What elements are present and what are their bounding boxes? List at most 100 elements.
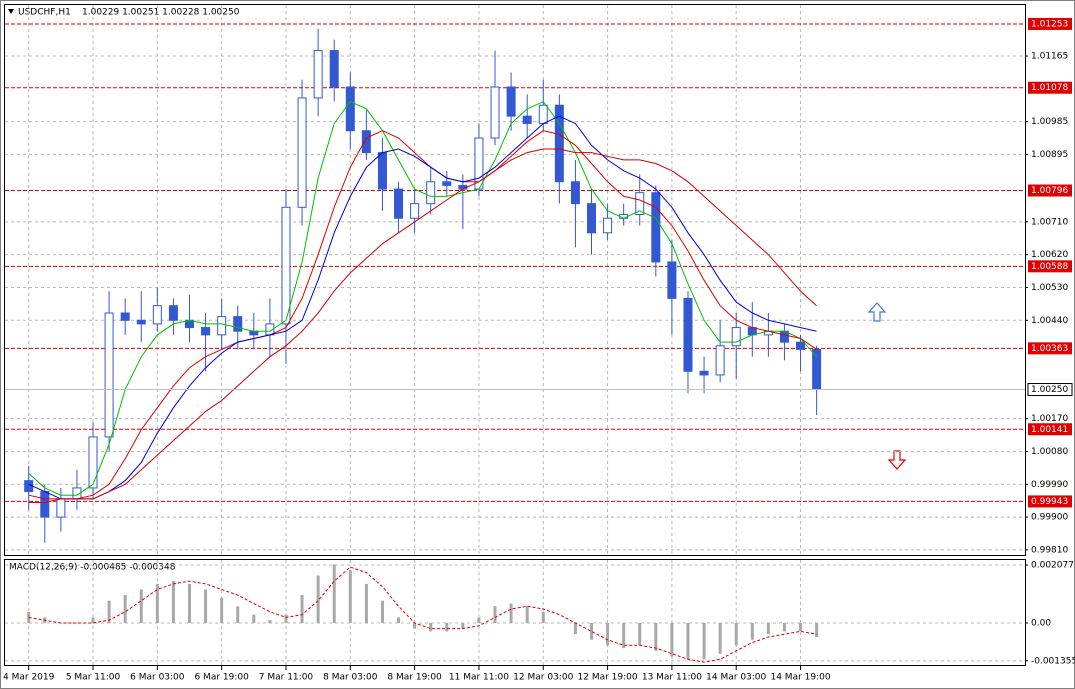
y-tick-label: 0.002077 [1031,560,1074,570]
candle-body [297,97,307,208]
macd-bar [734,623,738,646]
y-tick-label: 1.00895 [1031,150,1068,160]
y-tick-label: 0.00 [1031,619,1051,629]
macd-bar [509,603,513,623]
candle-body [249,330,259,336]
last-price-bg [1027,383,1073,397]
macd-bar [799,623,803,632]
macd-bar [397,617,401,623]
candle-body [538,104,548,124]
y-tick-label: 1.00080 [1031,447,1068,457]
macd-bar [171,581,175,623]
macd-bar [107,600,111,623]
candle-body [635,192,645,216]
macd-bar [638,623,642,646]
candle-body [168,305,178,321]
candle-body [104,312,114,438]
macd-bar [622,623,626,649]
x-tick-label: 4 Mar 2019 [3,673,55,683]
macd-bar [220,597,224,623]
macd-bar [590,623,593,640]
level-label: 1.00588 [1031,262,1068,272]
candle-body [313,50,323,99]
ohlc-readout: 1.00229 1.00251 1.00228 1.00250 [82,8,240,18]
macd-bar [525,606,529,623]
x-tick-label: 13 Mar 11:00 [642,673,702,683]
x-tick-label: 6 Mar 03:00 [130,673,185,683]
macd-bar [782,623,786,632]
macd-bar [155,583,159,623]
macd-bar [252,614,256,623]
y-tick-label: 1.01165 [1031,52,1068,62]
moving-average [28,148,817,500]
macd-bar [670,623,674,657]
candle-body [731,327,741,347]
candle-body [152,305,162,325]
macd-bar [139,589,143,623]
macd-bar [316,575,320,623]
macd-bar [557,623,561,624]
macd-bar [766,623,770,635]
macd-bar [461,623,465,629]
y-tick-label: 1.00530 [1031,283,1068,293]
candle-body [88,436,98,489]
level-label: 1.00796 [1031,186,1068,196]
candle-body [812,348,822,391]
x-tick-label: 7 Mar 11:00 [259,673,314,683]
x-tick-label: 14 Mar 03:00 [706,673,766,683]
macd-bar [573,623,577,635]
macd-bar [815,623,819,637]
candle-body [796,341,806,350]
level-label-bg [1028,495,1072,508]
level-label: 1.01253 [1031,19,1068,29]
candle-body [683,297,693,372]
level-label: 0.99943 [1031,497,1068,507]
macd-bar [654,623,658,651]
x-tick-label: 6 Mar 19:00 [194,673,249,683]
x-tick-label: 12 Mar 19:00 [578,673,638,683]
y-tick-label: -0.001355 [1031,656,1075,666]
candle-body [345,86,355,132]
macd-bar [364,583,368,623]
y-tick-label: 1.00710 [1031,217,1068,227]
macd-bar [380,600,384,623]
x-tick-label: 5 Mar 11:00 [66,673,121,683]
y-tick-label: 1.00620 [1031,250,1068,260]
level-label: 1.01078 [1031,83,1068,93]
macd-bar [348,569,352,623]
candle-body [587,203,596,234]
macd-bar [284,614,288,623]
main-panel [4,4,1026,556]
moving-average [28,100,817,496]
macd-bar [750,623,754,640]
candle-body [136,319,146,325]
candle-body [651,192,661,263]
candle-body [394,188,404,219]
y-tick-label: 1.00440 [1031,316,1068,326]
candle-body [377,152,387,190]
candle-body [329,50,339,88]
moving-average [28,115,817,500]
y-tick-label: 0.99900 [1031,513,1068,523]
signal-line [28,566,817,663]
macd-bar [91,617,95,623]
macd-bar [477,617,481,623]
macd-bar [702,623,706,660]
macd-bar [300,595,304,623]
candle-body [233,316,243,332]
sell-arrow [887,450,907,470]
candle-body [490,86,500,139]
candle-body [506,86,516,117]
level-label: 1.00363 [1031,344,1068,354]
candle-body [522,115,532,124]
macd-bar [541,611,545,623]
level-label-bg [1028,260,1072,273]
candle-body [699,370,709,376]
candle-body [458,184,468,190]
candle-body [715,345,725,376]
macd-bar [429,623,433,632]
y-tick-label: 1.00985 [1031,117,1068,127]
symbol-menu-icon[interactable] [8,9,14,14]
macd-bar [123,595,127,623]
